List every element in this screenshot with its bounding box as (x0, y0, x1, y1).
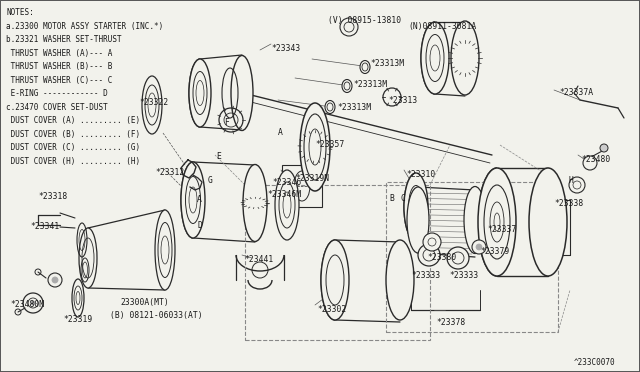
Ellipse shape (342, 80, 352, 93)
Text: H: H (569, 176, 574, 185)
Circle shape (583, 156, 597, 170)
Text: THRUST WASHER (C)--- C: THRUST WASHER (C)--- C (6, 76, 113, 84)
Text: c.23470 COVER SET-DUST: c.23470 COVER SET-DUST (6, 103, 108, 112)
Text: *23346M: *23346M (267, 190, 301, 199)
Ellipse shape (275, 170, 299, 240)
Circle shape (476, 244, 482, 250)
Ellipse shape (181, 162, 205, 238)
Circle shape (383, 88, 401, 106)
Text: E-RING ------------ D: E-RING ------------ D (6, 89, 108, 98)
Text: *23480M: *23480M (10, 300, 44, 309)
Text: *23338: *23338 (554, 199, 583, 208)
Ellipse shape (189, 59, 211, 127)
Circle shape (600, 144, 608, 152)
Text: *23379: *23379 (480, 247, 509, 256)
Text: DUST COVER (B) ......... (F): DUST COVER (B) ......... (F) (6, 129, 140, 138)
Text: (N)08911-3081A: (N)08911-3081A (408, 22, 476, 31)
Text: *23313M: *23313M (337, 103, 371, 112)
Ellipse shape (386, 240, 414, 320)
Text: *23313M: *23313M (353, 80, 387, 89)
Text: ^233C0070: ^233C0070 (574, 358, 616, 367)
Circle shape (472, 240, 486, 254)
Text: F: F (224, 118, 229, 127)
Text: (V) 08915-13810: (V) 08915-13810 (328, 16, 401, 25)
Text: *23313: *23313 (388, 96, 417, 105)
Text: (B) 08121-06033(AT): (B) 08121-06033(AT) (110, 311, 203, 320)
Text: NOTES:: NOTES: (6, 8, 34, 17)
Ellipse shape (79, 228, 97, 288)
Ellipse shape (243, 164, 267, 241)
Text: *23441: *23441 (244, 255, 273, 264)
Ellipse shape (478, 168, 516, 276)
Bar (386, 182, 558, 332)
Text: DUST COVER (C) ......... (G): DUST COVER (C) ......... (G) (6, 143, 140, 152)
Text: *23378: *23378 (436, 318, 465, 327)
Ellipse shape (300, 103, 330, 191)
Ellipse shape (72, 279, 84, 317)
Text: *23322: *23322 (139, 98, 168, 107)
Ellipse shape (321, 240, 349, 320)
Text: DUST COVER (H) ......... (H): DUST COVER (H) ......... (H) (6, 157, 140, 166)
Text: *23312: *23312 (155, 168, 184, 177)
Text: *23337A: *23337A (559, 88, 593, 97)
Text: *23480: *23480 (581, 155, 611, 164)
Text: *23319: *23319 (63, 315, 92, 324)
Ellipse shape (360, 61, 370, 74)
Circle shape (31, 301, 35, 305)
Text: *23333: *23333 (411, 271, 440, 280)
Text: *23310: *23310 (406, 170, 435, 179)
Circle shape (569, 177, 585, 193)
Text: *23313M: *23313M (370, 59, 404, 68)
Text: *23333: *23333 (449, 271, 478, 280)
Circle shape (52, 277, 58, 283)
Text: *23302: *23302 (317, 305, 346, 314)
Ellipse shape (231, 55, 253, 131)
Text: C: C (401, 194, 406, 203)
Text: b.23321 WASHER SET-THRUST: b.23321 WASHER SET-THRUST (6, 35, 122, 44)
Text: THRUST WASHER (A)--- A: THRUST WASHER (A)--- A (6, 48, 113, 58)
Ellipse shape (155, 210, 175, 290)
Text: *23346: *23346 (272, 178, 301, 187)
Text: D: D (197, 221, 202, 230)
Text: *23380: *23380 (427, 253, 456, 262)
Text: *23319N: *23319N (295, 174, 329, 183)
Circle shape (418, 244, 440, 266)
Text: E: E (216, 152, 221, 161)
Circle shape (447, 247, 469, 269)
Circle shape (423, 233, 441, 251)
Text: 23300A(MT): 23300A(MT) (120, 298, 169, 307)
Text: *23343: *23343 (271, 44, 300, 53)
Ellipse shape (529, 168, 567, 276)
Text: A: A (278, 128, 283, 137)
Circle shape (340, 18, 358, 36)
Text: a.23300 MOTOR ASSY STARTER (INC.*): a.23300 MOTOR ASSY STARTER (INC.*) (6, 22, 163, 31)
Ellipse shape (451, 21, 479, 95)
Text: G: G (208, 176, 213, 185)
Text: *23337: *23337 (487, 225, 516, 234)
Text: THRUST WASHER (B)--- B: THRUST WASHER (B)--- B (6, 62, 113, 71)
Ellipse shape (407, 187, 429, 253)
Bar (245, 185, 430, 340)
Ellipse shape (404, 173, 428, 241)
Text: *23341: *23341 (30, 222, 60, 231)
Text: B: B (389, 194, 394, 203)
Text: DUST COVER (A) ......... (E): DUST COVER (A) ......... (E) (6, 116, 140, 125)
Text: A: A (197, 195, 202, 204)
Ellipse shape (325, 100, 335, 113)
Ellipse shape (464, 186, 486, 253)
Text: *23318: *23318 (38, 192, 67, 201)
Ellipse shape (421, 22, 449, 94)
Text: *23357: *23357 (315, 140, 344, 149)
Bar (282, 165, 322, 207)
Ellipse shape (142, 76, 162, 134)
